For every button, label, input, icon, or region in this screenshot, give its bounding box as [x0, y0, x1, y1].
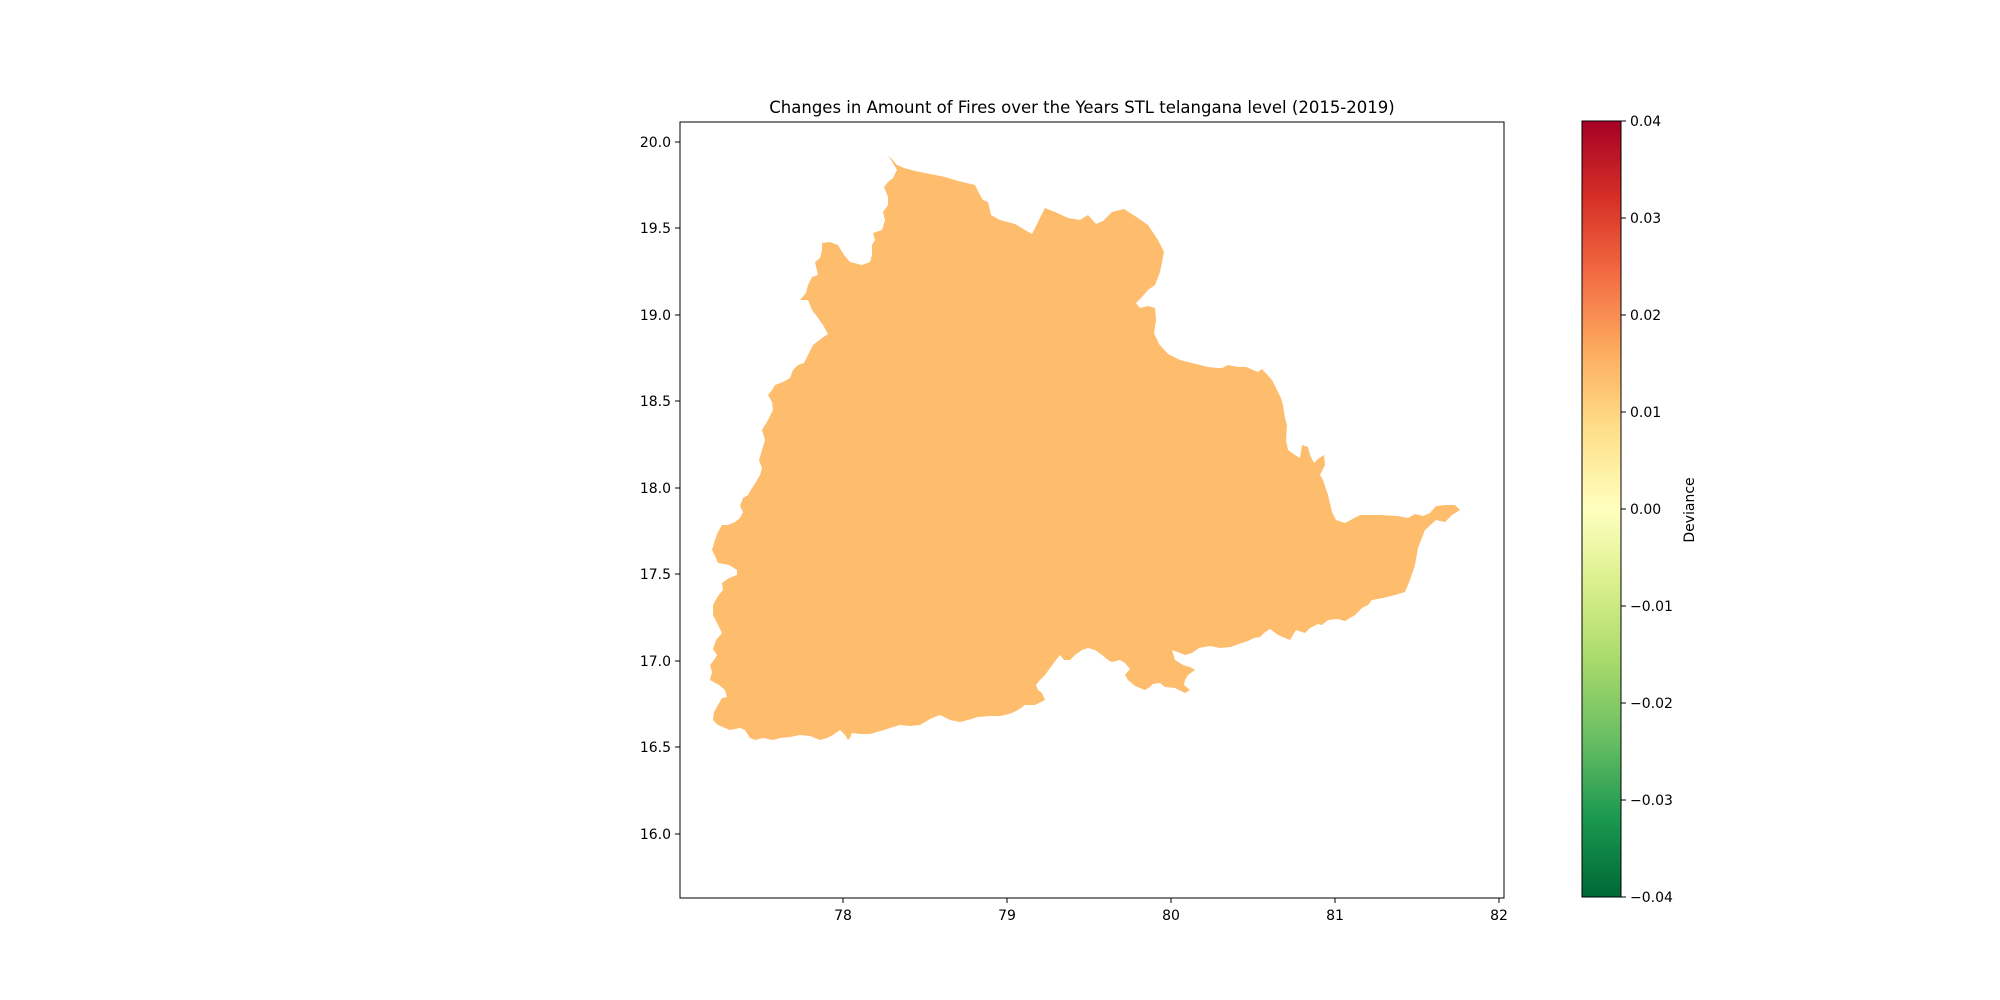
y-tick-label: 19.0 [640, 308, 671, 324]
plot-frame [679, 121, 1505, 899]
colorbar-tick-label: 0.02 [1630, 308, 1661, 324]
telangana-region-shape [710, 155, 1460, 740]
y-tick-label: 16.0 [640, 827, 671, 843]
colorbar-tick-label: 0.00 [1630, 502, 1661, 518]
colorbar-tick-label: −0.04 [1630, 890, 1673, 906]
colorbar-tick-label: −0.02 [1630, 696, 1673, 712]
y-tick-label: 17.0 [640, 654, 671, 670]
colorbar-tick-label: −0.01 [1630, 599, 1673, 615]
y-tick-label: 18.5 [640, 394, 671, 410]
colorbar-gradient [1581, 120, 1622, 898]
colorbar-tick-label: 0.04 [1630, 114, 1661, 130]
y-tick-label: 19.5 [640, 221, 671, 237]
colorbar-tick-label: 0.01 [1630, 405, 1661, 421]
map-title: Changes in Amount of Fires over the Year… [769, 98, 1394, 117]
x-tick-label: 80 [1162, 908, 1180, 924]
colorbar-tick-label: −0.03 [1630, 793, 1673, 809]
x-tick-label: 79 [998, 908, 1016, 924]
colorbar-tick-label: 0.03 [1630, 211, 1661, 227]
colorbar: 0.04 0.03 0.02 0.01 0.00 −0.01 −0.02 −0.03 −0.04… [1581, 114, 1698, 906]
y-tick-label: 18.0 [640, 481, 671, 497]
y-tick-label: 20.0 [640, 135, 671, 151]
colorbar-ticks: 0.04 0.03 0.02 0.01 0.00 −0.01 −0.02 −0.03 −0.04 [1621, 114, 1673, 906]
map-axes [710, 155, 1460, 740]
colorbar-label: Deviance [1682, 477, 1698, 542]
y-tick-label: 17.5 [640, 567, 671, 583]
x-tick-label: 82 [1490, 908, 1508, 924]
x-tick-label: 81 [1326, 908, 1344, 924]
y-tick-label: 16.5 [640, 740, 671, 756]
x-tick-label: 78 [834, 908, 852, 924]
map-axes-frame: 78 79 80 81 82 20.0 19.5 19.0 18.5 18.0 17.5 17.0 16… [640, 121, 1508, 924]
